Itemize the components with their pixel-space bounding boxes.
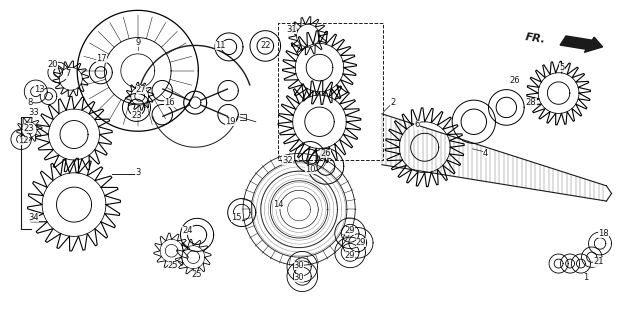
Text: 20: 20: [48, 60, 58, 69]
Text: 23: 23: [131, 111, 142, 120]
Text: 29: 29: [356, 238, 366, 247]
Text: 6: 6: [414, 120, 420, 130]
Text: FR.: FR.: [525, 33, 546, 45]
Text: 4: 4: [482, 149, 488, 158]
Text: 25: 25: [167, 261, 178, 270]
Text: 30: 30: [294, 261, 304, 270]
Text: 28: 28: [526, 98, 537, 107]
Text: 34: 34: [29, 213, 39, 222]
Text: 26: 26: [321, 149, 331, 158]
Text: 16: 16: [164, 98, 175, 107]
Text: 19: 19: [225, 117, 236, 126]
Text: 32: 32: [282, 156, 293, 164]
Text: 9: 9: [135, 38, 141, 47]
Text: 8: 8: [27, 98, 33, 107]
Text: 29: 29: [345, 226, 355, 235]
Text: 2: 2: [390, 98, 396, 107]
Text: 14: 14: [273, 200, 283, 209]
Text: 11: 11: [215, 41, 226, 50]
Text: 12: 12: [19, 136, 29, 145]
Text: 10: 10: [305, 165, 315, 174]
Text: 1: 1: [583, 273, 589, 282]
Text: 7: 7: [65, 69, 70, 78]
Text: 23: 23: [24, 124, 34, 132]
Text: 25: 25: [192, 270, 203, 279]
Bar: [278, 23, 383, 160]
Text: 5: 5: [559, 63, 564, 72]
Text: 33: 33: [29, 108, 39, 117]
FancyArrow shape: [560, 36, 603, 52]
Text: 15: 15: [231, 213, 242, 222]
Text: 31: 31: [286, 25, 296, 34]
Text: 17: 17: [96, 53, 107, 62]
Text: 3: 3: [135, 168, 141, 177]
Text: 18: 18: [598, 229, 608, 238]
Text: 13: 13: [34, 85, 44, 94]
Text: 26: 26: [509, 76, 520, 85]
Text: 21: 21: [594, 258, 604, 267]
Text: 29: 29: [345, 251, 355, 260]
Text: 24: 24: [182, 226, 193, 235]
Text: 27: 27: [135, 85, 146, 94]
Text: 30: 30: [294, 273, 304, 282]
Text: 22: 22: [260, 41, 270, 50]
